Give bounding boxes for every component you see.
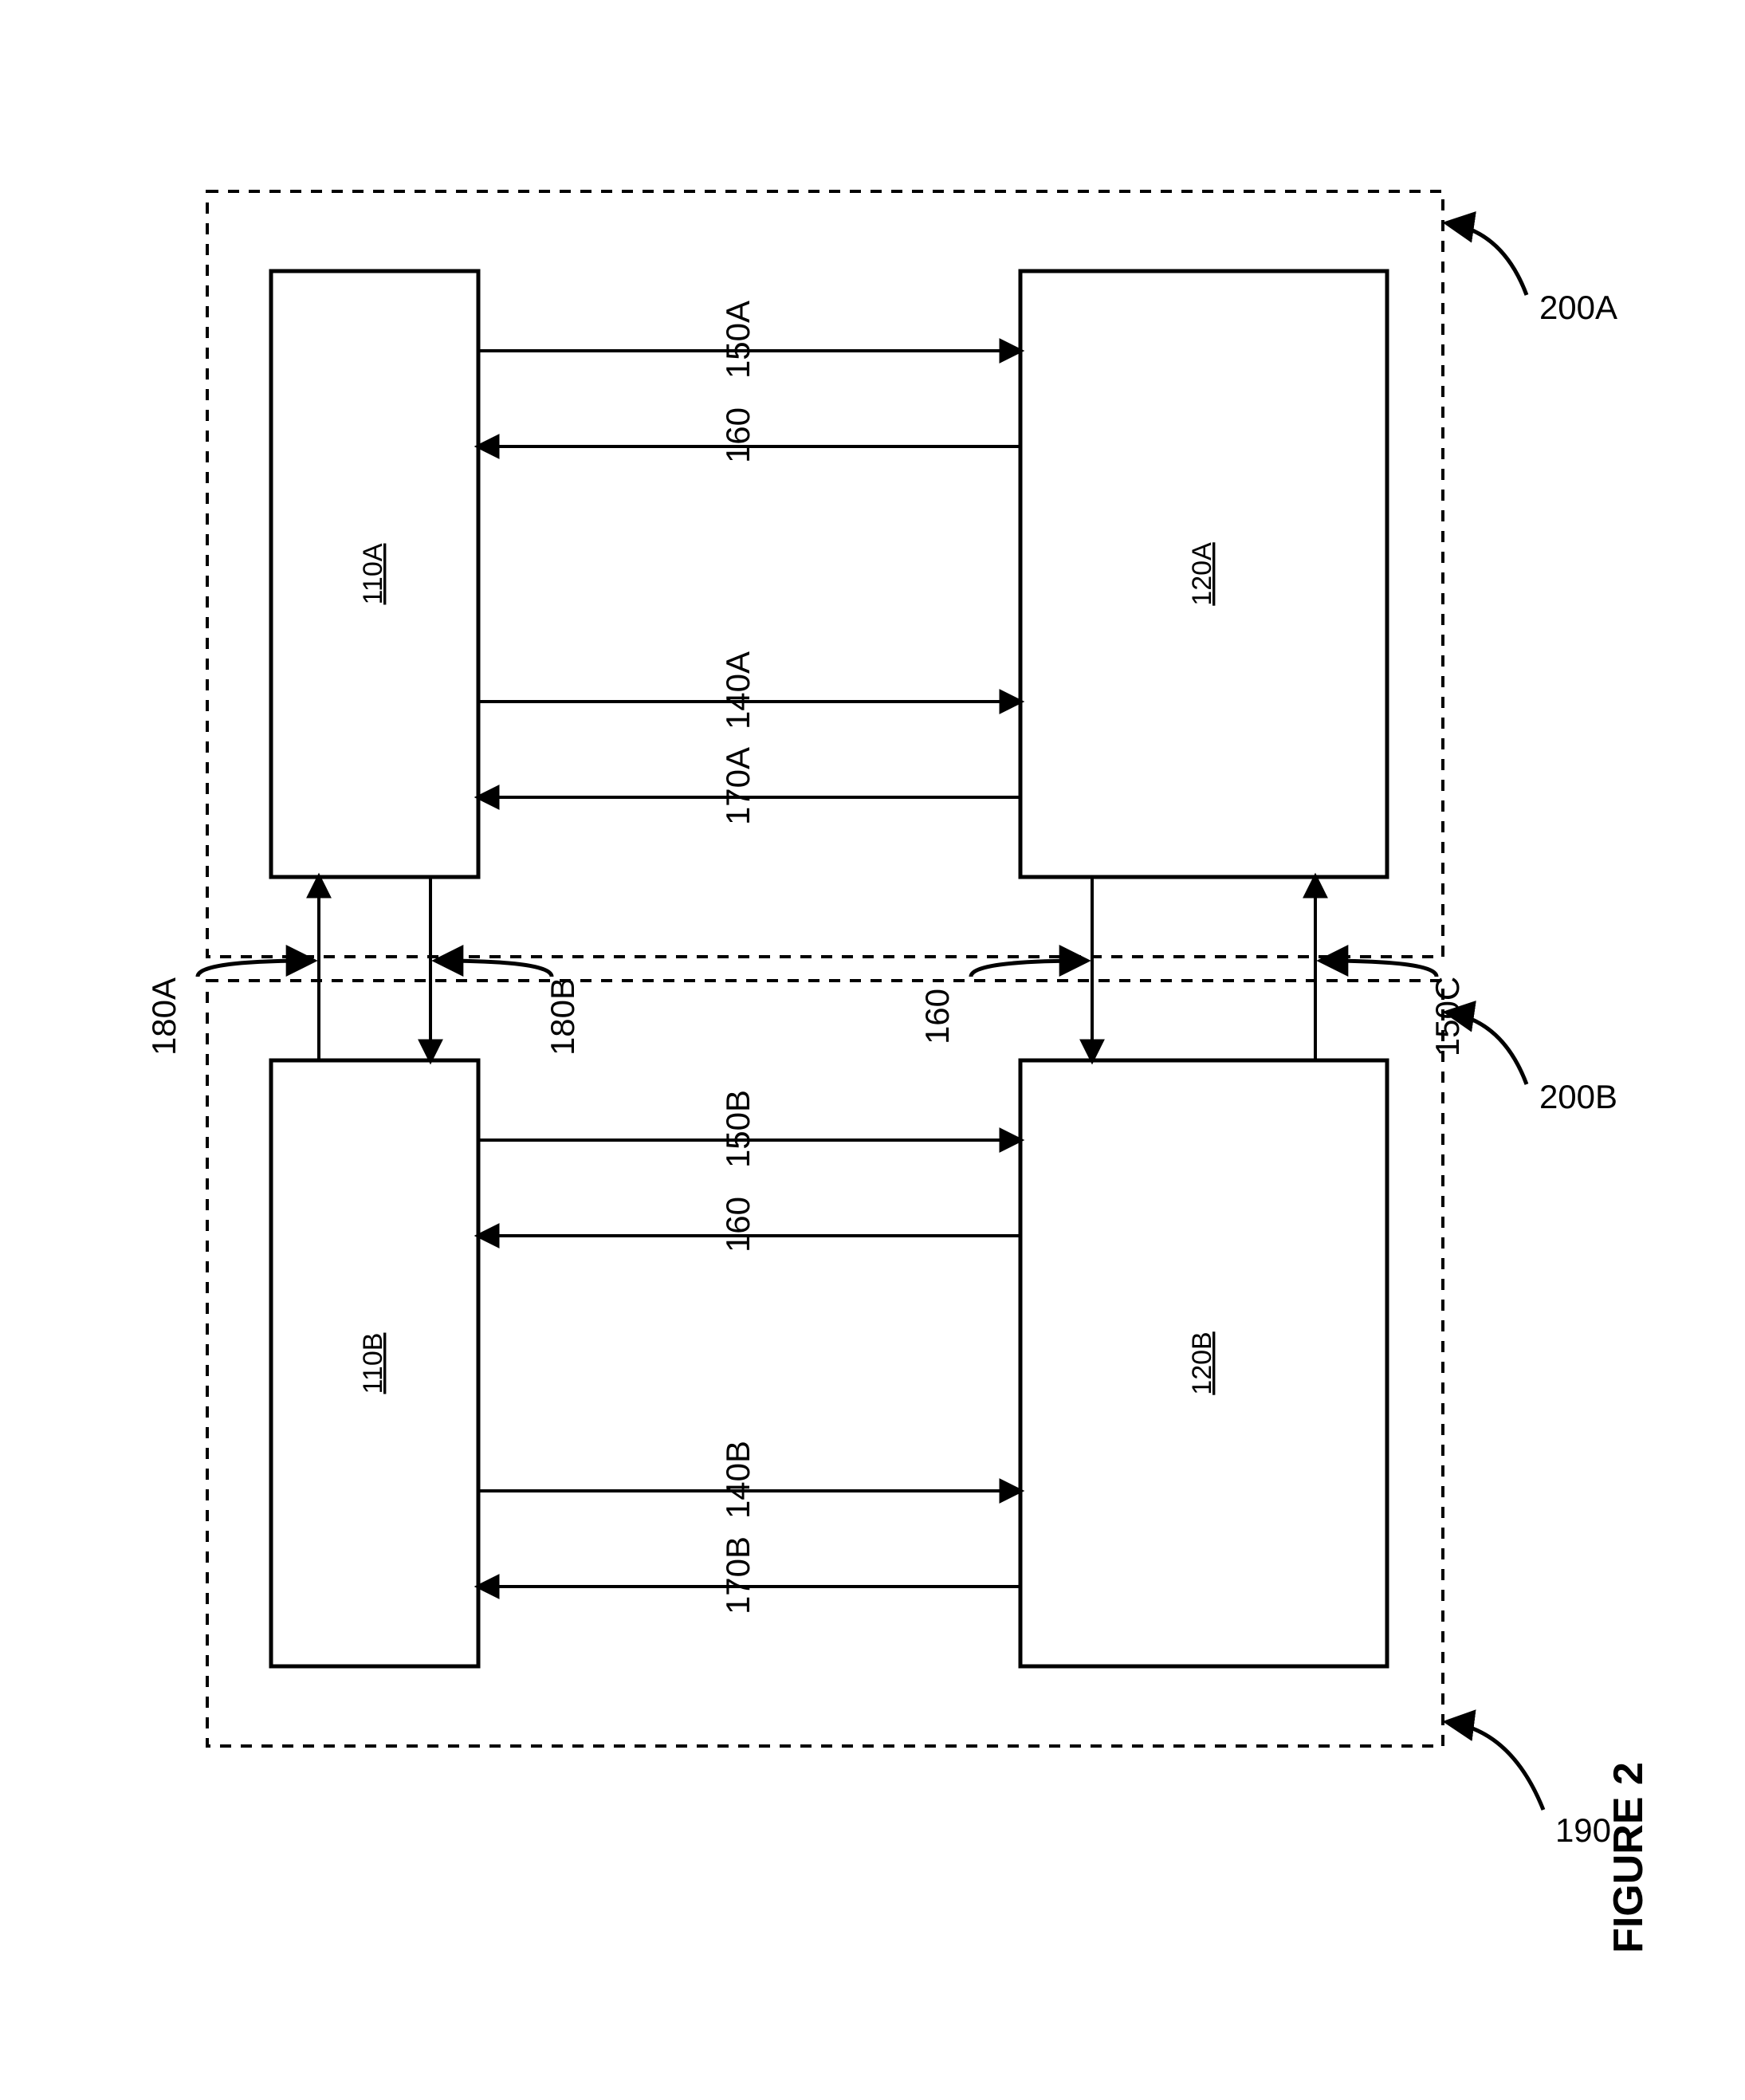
v-arrow-label-180B: 180B: [544, 977, 581, 1056]
v-arrow-pointer-180A: [198, 961, 312, 977]
v-arrow-pointer-160: [971, 961, 1086, 977]
region-label-top: 200A: [1539, 289, 1617, 326]
v-arrow-pointer-150C: [1322, 961, 1436, 977]
figure-ref-190: 190: [1555, 1811, 1611, 1849]
box-label-topRight: 120A: [1187, 542, 1217, 606]
region-top: [207, 191, 1443, 957]
h-arrow-label-170A: 170A: [719, 747, 757, 825]
v-arrow-label-160: 160: [918, 989, 956, 1044]
v-arrow-label-180A: 180A: [145, 977, 183, 1056]
region-pointer-top: [1448, 223, 1527, 295]
v-arrow-label-150C: 150C: [1429, 977, 1466, 1056]
box-label-topLeft: 110A: [358, 543, 388, 604]
region-label-bottom: 200B: [1539, 1078, 1617, 1115]
h-arrow-label-170B: 170B: [719, 1536, 757, 1614]
box-label-bottomLeft: 110B: [358, 1333, 388, 1394]
h-arrow-label-160: 160: [719, 407, 757, 463]
h-arrow-label-150B: 150B: [719, 1090, 757, 1168]
box-label-bottomRight: 120B: [1187, 1331, 1217, 1394]
figure-caption: FIGURE 2: [1605, 1762, 1652, 1953]
h-arrow-label-140B: 140B: [719, 1441, 757, 1519]
figure-2-diagram: 200A 200B 110A 120A 110B 120B 150A 160 140A 170A 1…: [0, 0, 1745, 2086]
h-arrow-label-160: 160: [719, 1197, 757, 1253]
figure-ref-190-pointer: [1448, 1722, 1543, 1810]
region-bottom: [207, 981, 1443, 1746]
h-arrow-label-150A: 150A: [719, 301, 757, 379]
h-arrow-label-140A: 140A: [719, 651, 757, 729]
v-arrow-pointer-180B: [437, 961, 552, 977]
